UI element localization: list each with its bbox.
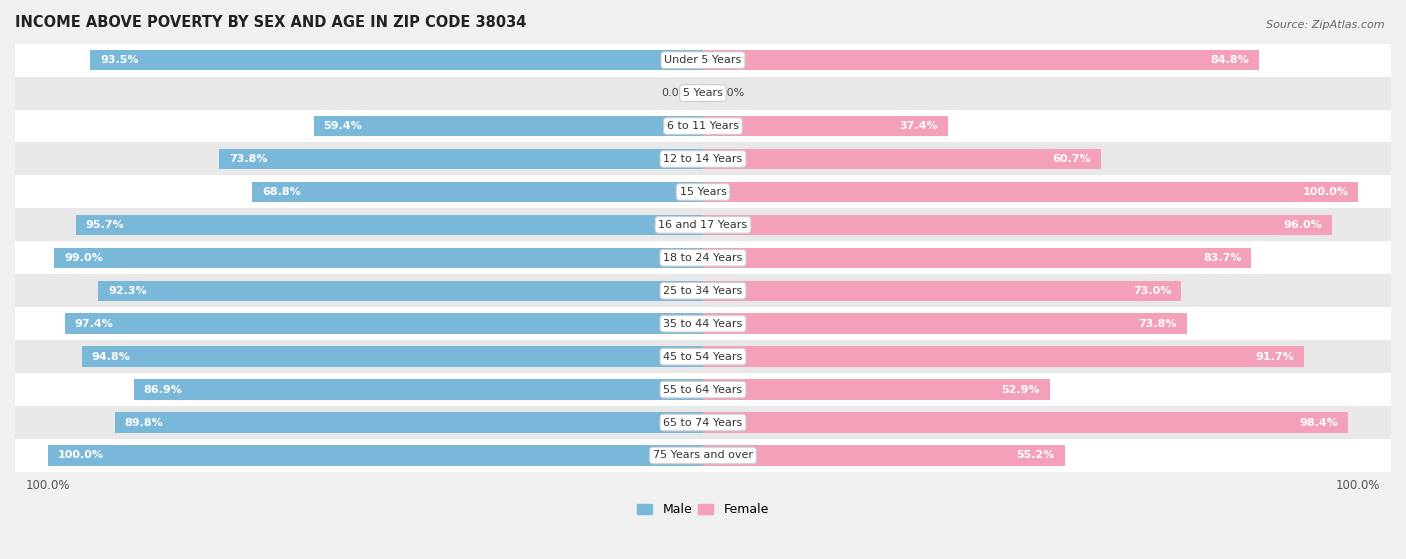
Bar xyxy=(15,373,1391,406)
Bar xyxy=(82,347,703,367)
Bar xyxy=(15,241,1391,274)
Bar xyxy=(134,380,703,400)
Bar xyxy=(15,340,1391,373)
Bar xyxy=(15,143,1391,176)
Text: 93.5%: 93.5% xyxy=(100,55,139,65)
Text: 100.0%: 100.0% xyxy=(1302,187,1348,197)
Bar xyxy=(252,182,703,202)
Text: 98.4%: 98.4% xyxy=(1299,418,1339,428)
Text: 35 to 44 Years: 35 to 44 Years xyxy=(664,319,742,329)
Text: 12 to 14 Years: 12 to 14 Years xyxy=(664,154,742,164)
Text: 99.0%: 99.0% xyxy=(65,253,103,263)
Text: 45 to 54 Years: 45 to 54 Years xyxy=(664,352,742,362)
Text: 92.3%: 92.3% xyxy=(108,286,146,296)
Bar xyxy=(703,380,1050,400)
Bar xyxy=(703,347,1303,367)
Text: 89.8%: 89.8% xyxy=(124,418,163,428)
Bar xyxy=(703,413,1348,433)
Bar xyxy=(55,248,703,268)
Text: 60.7%: 60.7% xyxy=(1052,154,1091,164)
Text: 73.0%: 73.0% xyxy=(1133,286,1171,296)
Bar xyxy=(98,281,703,301)
Bar xyxy=(219,149,703,169)
Bar xyxy=(703,116,948,136)
Bar xyxy=(703,314,1187,334)
Bar xyxy=(90,50,703,70)
Bar xyxy=(703,149,1101,169)
Text: 59.4%: 59.4% xyxy=(323,121,363,131)
Text: 6 to 11 Years: 6 to 11 Years xyxy=(666,121,740,131)
Bar xyxy=(703,215,1331,235)
Legend: Male, Female: Male, Female xyxy=(633,499,773,522)
Text: 16 and 17 Years: 16 and 17 Years xyxy=(658,220,748,230)
Bar xyxy=(76,215,703,235)
Bar xyxy=(703,281,1181,301)
Bar xyxy=(15,110,1391,143)
Text: 75 Years and over: 75 Years and over xyxy=(652,451,754,461)
Text: 52.9%: 52.9% xyxy=(1001,385,1040,395)
Bar xyxy=(703,83,704,103)
Text: 96.0%: 96.0% xyxy=(1284,220,1322,230)
Text: 95.7%: 95.7% xyxy=(86,220,124,230)
Bar xyxy=(15,307,1391,340)
Text: 73.8%: 73.8% xyxy=(229,154,267,164)
Text: 25 to 34 Years: 25 to 34 Years xyxy=(664,286,742,296)
Text: 94.8%: 94.8% xyxy=(91,352,131,362)
Text: Under 5 Years: Under 5 Years xyxy=(665,55,741,65)
Text: 55 to 64 Years: 55 to 64 Years xyxy=(664,385,742,395)
Bar xyxy=(703,248,1251,268)
Text: Source: ZipAtlas.com: Source: ZipAtlas.com xyxy=(1267,20,1385,30)
Text: 55.2%: 55.2% xyxy=(1017,451,1054,461)
Bar xyxy=(15,274,1391,307)
Text: 0.0%: 0.0% xyxy=(716,88,744,98)
Bar xyxy=(15,176,1391,209)
Text: 73.8%: 73.8% xyxy=(1139,319,1177,329)
Bar xyxy=(48,446,703,466)
Text: 0.0%: 0.0% xyxy=(662,88,690,98)
Bar xyxy=(15,406,1391,439)
Text: 5 Years: 5 Years xyxy=(683,88,723,98)
Bar xyxy=(65,314,703,334)
Text: 68.8%: 68.8% xyxy=(262,187,301,197)
Text: 97.4%: 97.4% xyxy=(75,319,114,329)
Text: 15 Years: 15 Years xyxy=(679,187,727,197)
Bar xyxy=(115,413,703,433)
Bar xyxy=(703,50,1258,70)
Text: 37.4%: 37.4% xyxy=(900,121,938,131)
Bar xyxy=(15,439,1391,472)
Bar xyxy=(703,446,1064,466)
Bar xyxy=(15,77,1391,110)
Bar xyxy=(314,116,703,136)
Bar xyxy=(15,44,1391,77)
Text: 65 to 74 Years: 65 to 74 Years xyxy=(664,418,742,428)
Text: 91.7%: 91.7% xyxy=(1256,352,1294,362)
Text: 100.0%: 100.0% xyxy=(58,451,104,461)
Bar xyxy=(702,83,703,103)
Text: 86.9%: 86.9% xyxy=(143,385,183,395)
Bar xyxy=(703,182,1358,202)
Text: 83.7%: 83.7% xyxy=(1204,253,1241,263)
Text: INCOME ABOVE POVERTY BY SEX AND AGE IN ZIP CODE 38034: INCOME ABOVE POVERTY BY SEX AND AGE IN Z… xyxy=(15,15,526,30)
Text: 18 to 24 Years: 18 to 24 Years xyxy=(664,253,742,263)
Text: 84.8%: 84.8% xyxy=(1211,55,1249,65)
Bar xyxy=(15,209,1391,241)
